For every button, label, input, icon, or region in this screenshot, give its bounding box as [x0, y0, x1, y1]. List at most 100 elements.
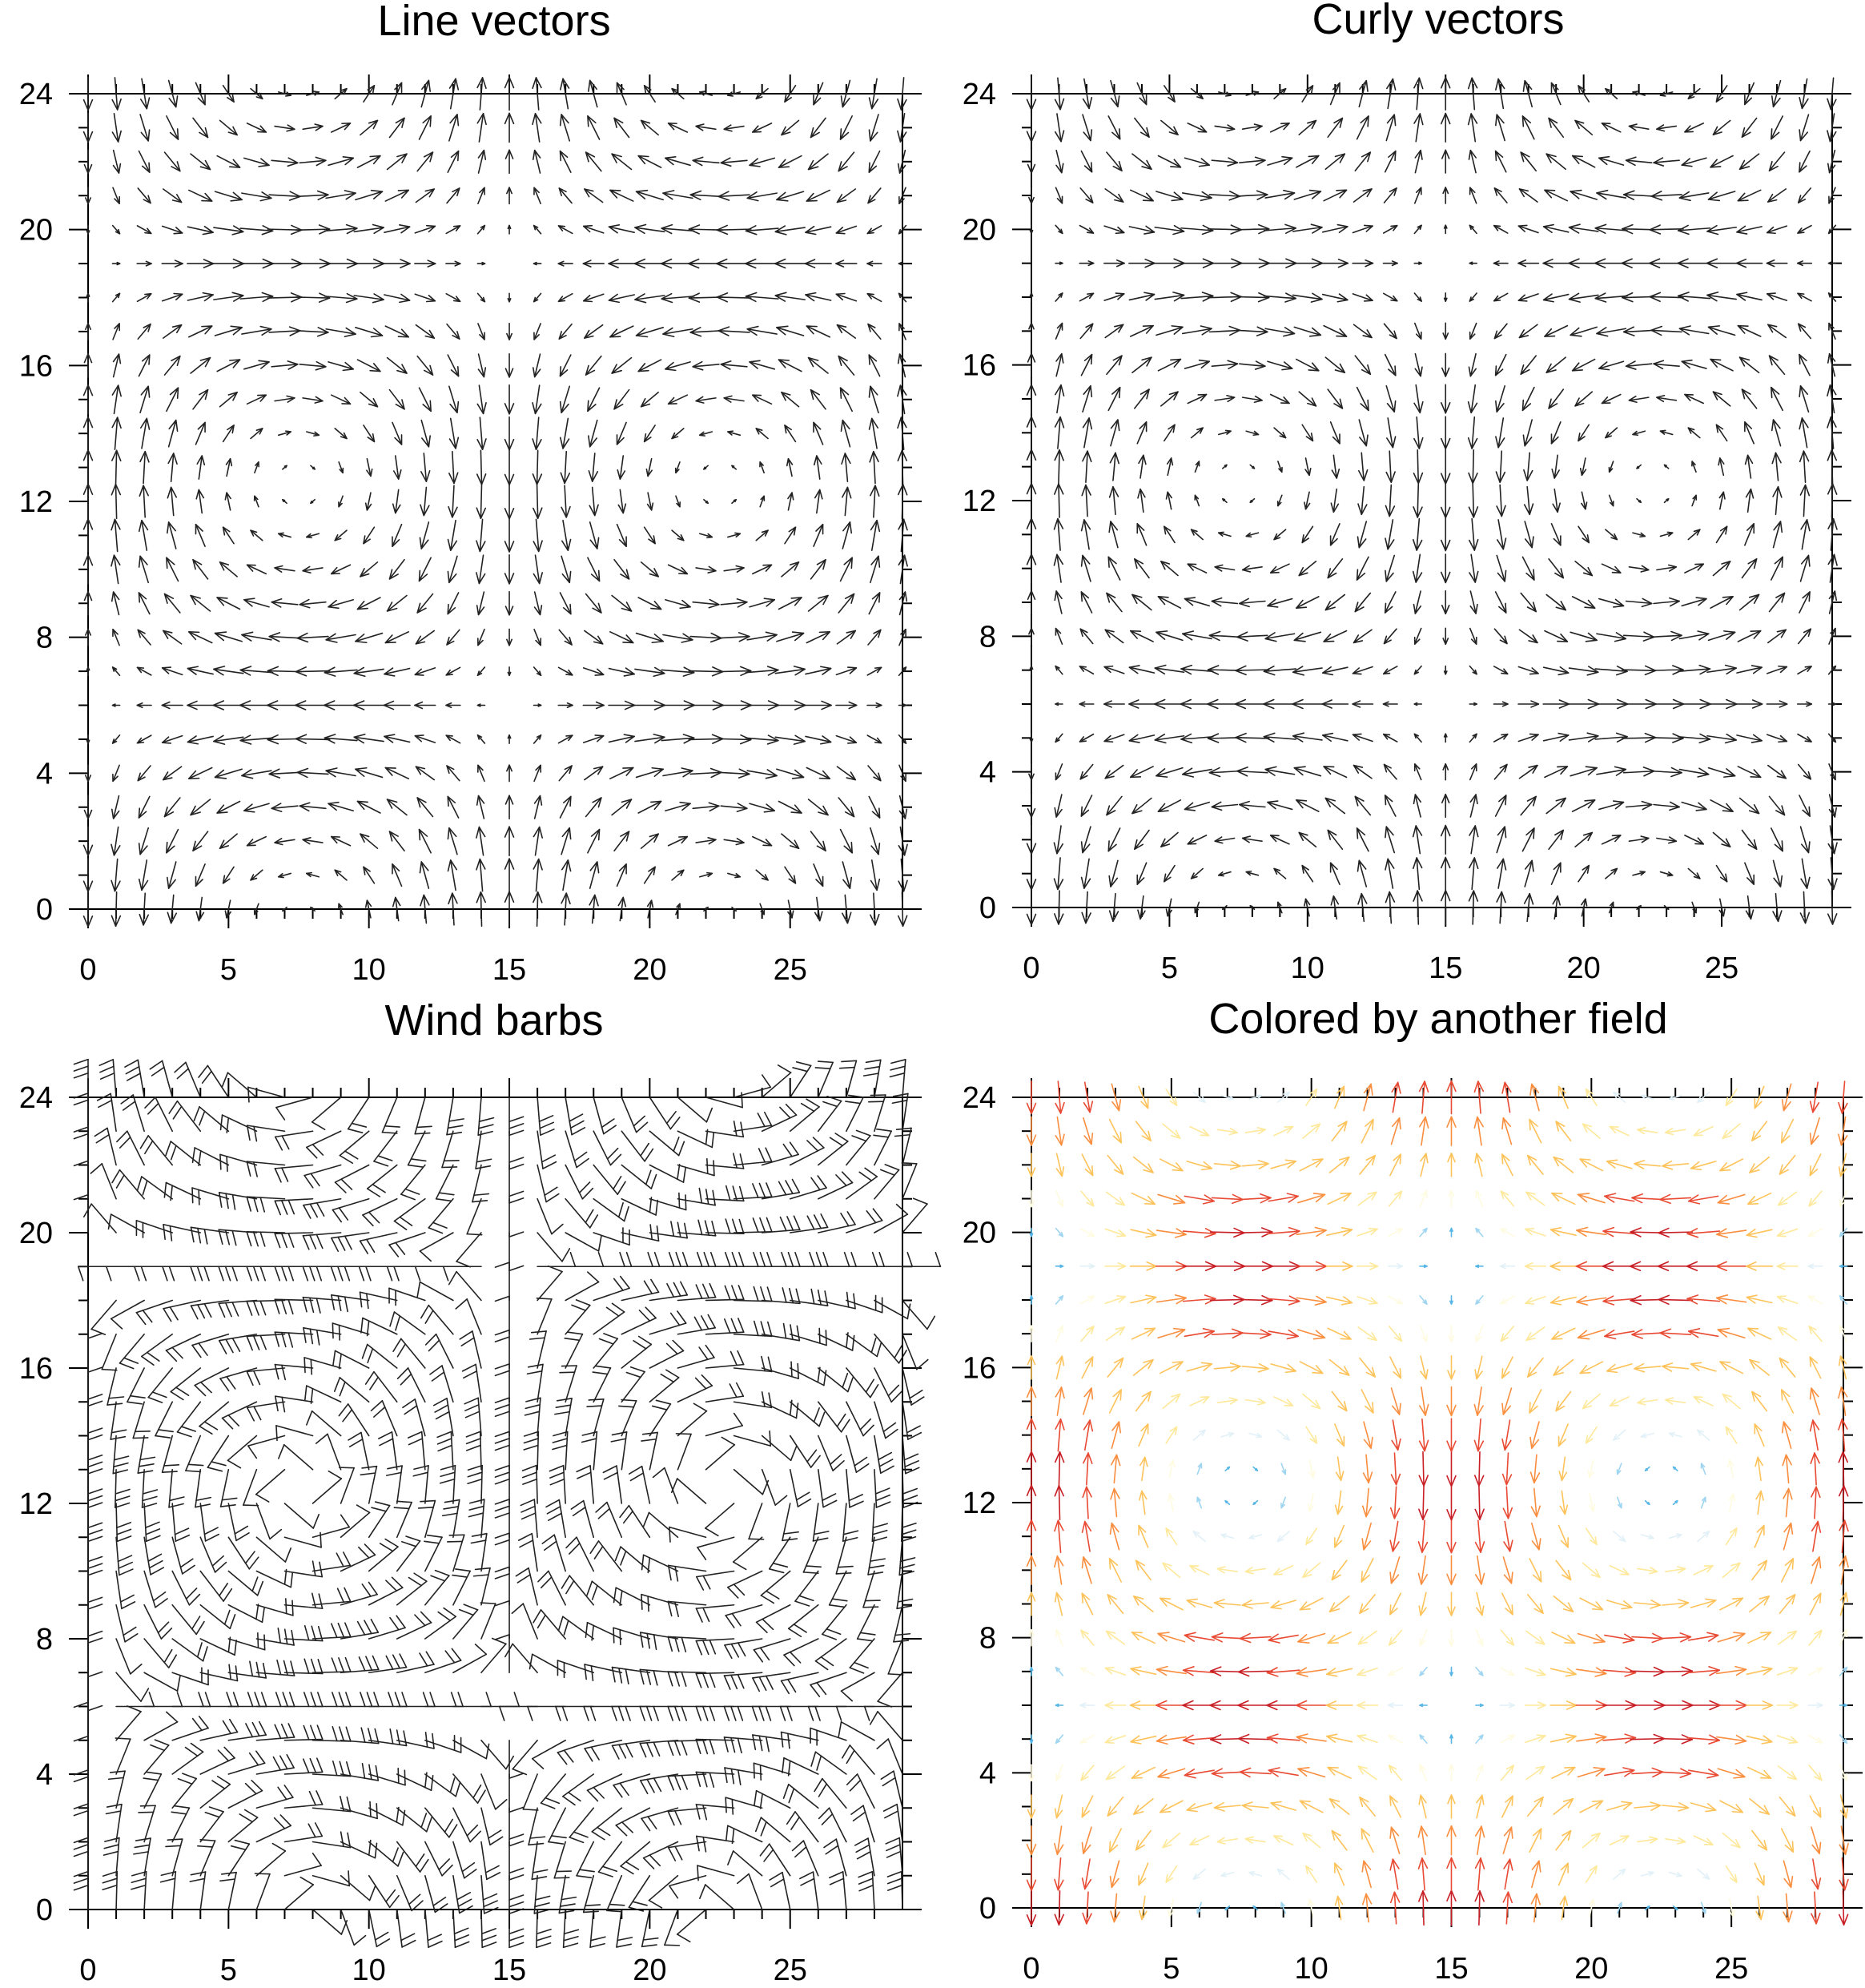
barb	[340, 1467, 355, 1504]
vector-arrow	[1236, 634, 1268, 638]
barb-flag	[665, 1369, 680, 1378]
barb-flag	[360, 1317, 364, 1334]
vector-arrow	[188, 631, 213, 644]
arrow-head	[1301, 864, 1310, 874]
barb-flag	[494, 1512, 510, 1519]
barb-flag	[420, 1611, 432, 1624]
arrow-head	[1582, 864, 1590, 874]
arrow-head	[1104, 770, 1115, 779]
arrow-head	[1799, 384, 1809, 398]
arrow-head	[1706, 224, 1719, 235]
barb	[275, 1097, 314, 1109]
barb-flag	[458, 1905, 473, 1914]
arrow-head	[559, 150, 569, 162]
vector-arrow	[271, 805, 299, 810]
barb-flag	[680, 1281, 689, 1296]
arrow-head	[1053, 842, 1063, 855]
arrow-head	[168, 95, 179, 108]
arrow-head	[1363, 294, 1373, 302]
barb-flag	[314, 1822, 324, 1837]
arrow-head	[161, 701, 171, 710]
arrow-head	[1495, 78, 1505, 91]
arrow-head	[1772, 910, 1783, 923]
barb	[171, 1871, 177, 1910]
arrow-head	[898, 292, 904, 299]
barb-flag	[276, 1659, 282, 1676]
vector-arrow	[1736, 226, 1763, 233]
arrow-head	[1358, 469, 1369, 481]
arrow-head	[646, 502, 654, 511]
vector-arrow	[1239, 803, 1266, 808]
barb-flag	[419, 1858, 429, 1873]
vector-arrow	[661, 737, 695, 742]
arrow-head	[791, 631, 805, 642]
arrow-head	[804, 259, 816, 268]
arrow-head	[616, 82, 625, 93]
arrow-head	[557, 296, 566, 303]
vector-arrow	[198, 896, 203, 922]
y-tick-label: 0	[979, 891, 996, 925]
barb-flag	[111, 1169, 121, 1184]
barb-flag	[340, 1831, 344, 1848]
barb-flag	[565, 1536, 577, 1549]
arrow-head	[653, 666, 665, 678]
barb-flag	[434, 1404, 449, 1413]
barb-flag	[653, 1777, 662, 1793]
arrow-head	[1273, 533, 1281, 541]
barb-flag	[312, 1514, 320, 1529]
vector-arrow	[1799, 150, 1811, 173]
vector-arrow	[1157, 596, 1182, 609]
vector-arrow	[899, 826, 906, 856]
barb-flag	[494, 1336, 510, 1342]
arrow-head	[1468, 472, 1478, 485]
barb-flag	[82, 1203, 92, 1217]
arrow-head	[1712, 126, 1722, 136]
arrow-head	[1142, 192, 1154, 202]
barb-flag	[269, 1528, 283, 1540]
barb-flag	[420, 1304, 430, 1319]
barb-flag	[576, 1875, 593, 1879]
vector-arrow	[689, 771, 722, 775]
barb-flag	[122, 1101, 136, 1111]
x-tick-label: 5	[220, 1954, 237, 1987]
barb-flag	[443, 1607, 457, 1618]
arrow-head	[745, 292, 758, 303]
arrow-head	[1622, 292, 1634, 303]
barb-flag	[419, 1652, 428, 1667]
vector-arrow	[388, 117, 405, 139]
barb-flag	[113, 1462, 129, 1467]
vector-arrow	[187, 735, 214, 743]
arrow-head	[842, 876, 853, 889]
arrow-head	[836, 324, 847, 334]
arrow-head	[689, 327, 702, 337]
arrow-head	[1245, 870, 1252, 876]
barb	[347, 1403, 370, 1437]
vector-arrow	[170, 453, 175, 482]
vector-arrow	[1470, 825, 1477, 855]
vector-arrow	[835, 293, 858, 302]
barb	[435, 1333, 454, 1369]
barb-flag	[140, 1688, 150, 1702]
barb-flag	[317, 1692, 324, 1708]
barb-flag	[435, 1411, 450, 1420]
vector-arrow	[299, 805, 327, 810]
arrow-head	[1468, 506, 1479, 518]
vector-arrow	[1112, 892, 1116, 923]
barb-flag	[611, 1666, 616, 1683]
barb	[597, 1841, 623, 1873]
arrow-head	[1544, 328, 1556, 337]
vector-arrow	[1706, 226, 1737, 232]
barb-flag	[597, 1235, 602, 1252]
arrow-head	[622, 767, 634, 776]
barb-flag	[172, 1105, 183, 1120]
arrow-head	[1768, 355, 1779, 366]
vector-arrow	[1387, 519, 1394, 550]
barb	[424, 1575, 450, 1606]
arrow-head	[239, 700, 251, 710]
arrow-head	[786, 457, 794, 467]
barb-flag	[439, 1478, 456, 1484]
arrow-head	[392, 469, 402, 480]
arrow-head	[1196, 427, 1204, 434]
barb	[388, 1232, 426, 1246]
arrow-head	[1329, 535, 1338, 546]
